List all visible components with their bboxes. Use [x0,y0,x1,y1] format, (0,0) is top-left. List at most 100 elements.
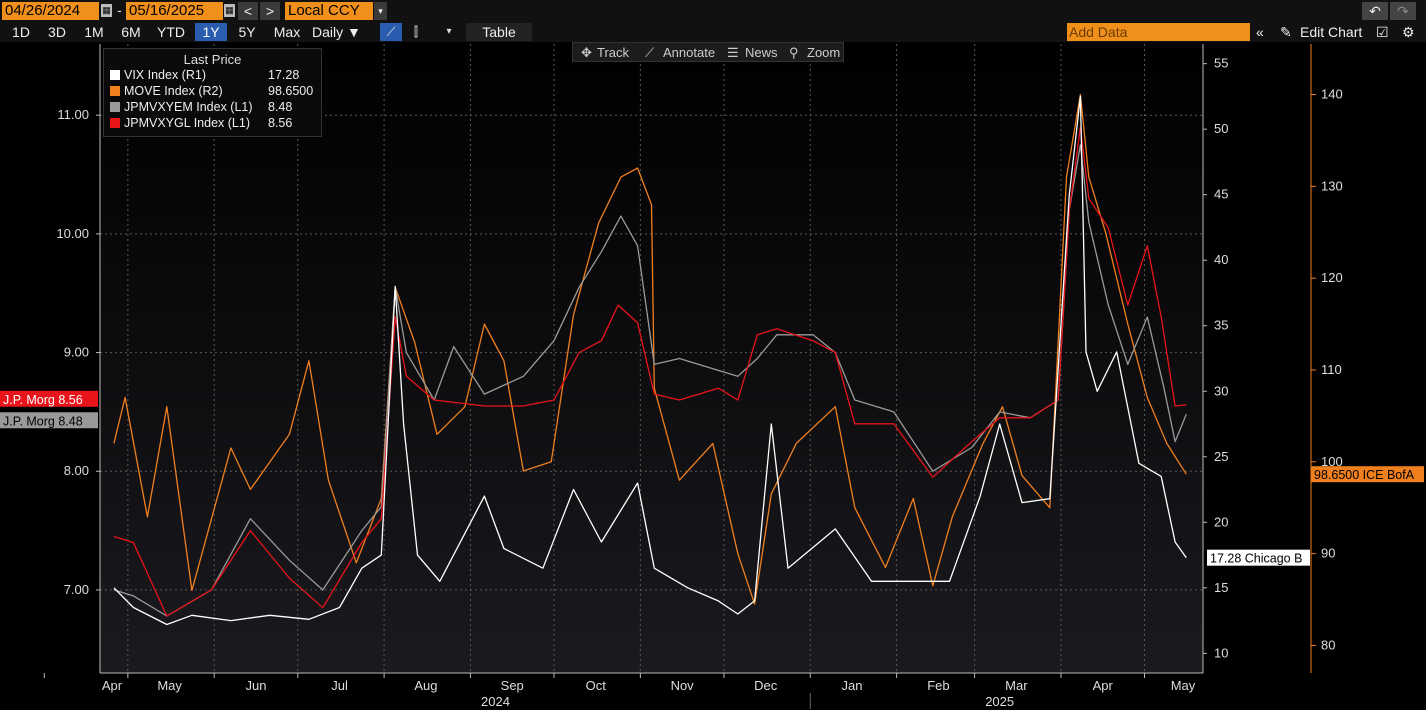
date-separator: - [117,2,122,18]
next-period-button[interactable]: > [260,2,280,20]
currency-select[interactable]: Local CCY [285,2,373,20]
left-tick-label: 10.00 [56,226,89,241]
add-data-input[interactable] [1067,23,1250,41]
x-tick-label: Dec [754,678,778,693]
period-ytd-button[interactable]: YTD [157,24,185,40]
start-date-field[interactable]: 04/26/2024 [2,2,99,20]
frequency-select[interactable]: Daily ▼ [312,24,361,40]
x-tick-label: Jan [842,678,863,693]
legend-item-name: MOVE Index (R2) [124,84,223,98]
redo-button[interactable]: ↷ [1390,2,1416,20]
x-tick-label: Sep [501,678,524,693]
right1-tick-label: 15 [1214,580,1228,595]
annotate-icon[interactable]: ⟋ [645,45,655,60]
x-tick-label: Jun [245,678,266,693]
chart-type-dropdown-icon[interactable]: ▾ [446,26,452,37]
zoom-icon[interactable]: ⚲ [789,45,799,60]
x-tick-label: Oct [586,678,607,693]
x-tick-label: May [1171,678,1196,693]
right2-tick-label: 130 [1321,178,1343,193]
end-date-field[interactable]: 05/16/2025 [126,2,223,20]
right1-tick-label: 50 [1214,121,1228,136]
legend-swatch [110,102,120,112]
table-button[interactable]: Table [466,23,532,41]
news-icon[interactable]: ☰ [727,45,739,60]
legend-item-vix[interactable]: VIX Index (R1) 17.28 [110,67,320,83]
legend-item-name: VIX Index (R1) [124,68,206,82]
undo-button[interactable]: ↶ [1362,2,1388,20]
legend-item-jpmvxyem[interactable]: JPMVXYEM Index (L1) 8.48 [110,99,320,115]
vix-value-tag-bg [1207,549,1310,566]
x-tick-label: Aug [414,678,437,693]
legend-item-name: JPMVXYGL Index (L1) [124,116,250,130]
start-calendar-icon[interactable]: ▦ [101,4,112,17]
chart-hover-toolbar: ✥ Track ⟋ Annotate ☰ News ⚲ Zoom [572,42,844,62]
track-icon[interactable]: ✥ [581,45,592,60]
legend-item-value: 8.56 [268,116,293,130]
right2-tick-label: 120 [1321,270,1343,285]
right2-tick-label: 90 [1321,546,1335,561]
settings-gear-icon[interactable]: ⚙ [1402,24,1415,40]
series-line-jpmvxygl-index [113,126,1187,617]
chart-legend[interactable]: Last Price VIX Index (R1) 17.28 MOVE Ind… [103,48,322,137]
x-year-label: 2024 [481,694,510,709]
series-line-jpmvxyem-index [113,144,1187,617]
legend-item-value: 8.48 [268,100,293,114]
period-1d-button[interactable]: 1D [12,24,30,40]
period-3d-button[interactable]: 3D [48,24,66,40]
collapse-icon[interactable]: « [1256,24,1264,40]
legend-swatch [110,70,120,80]
jpm-gl-value-tag-bg [0,390,98,407]
right1-tick-label: 30 [1214,383,1228,398]
x-tick-label: Nov [671,678,695,693]
news-button[interactable]: News [745,45,778,60]
legend-item-move[interactable]: MOVE Index (R2) 98.6500 [110,83,320,99]
edit-pencil-icon[interactable]: ✎ [1280,24,1292,40]
line-chart-icon[interactable]: ⟋ [380,23,402,41]
legend-swatch [110,86,120,96]
jpm-gl-value-tag: J.P. Morg 8.56 [3,393,83,407]
left-tick-label: 9.00 [64,345,89,360]
x-tick-label: May [157,678,182,693]
jpm-em-value-tag: J.P. Morg 8.48 [3,414,83,428]
vix-value-tag: 17.28 Chicago B [1210,552,1302,566]
right2-tick-label: 110 [1321,362,1342,377]
candle-chart-icon[interactable]: ⫿ [413,24,419,39]
prev-period-button[interactable]: < [238,2,258,20]
edit-chart-button[interactable]: Edit Chart [1300,24,1363,40]
legend-item-value: 17.28 [268,68,300,82]
track-button[interactable]: Track [597,45,630,60]
right2-tick-label: 80 [1321,637,1335,652]
left-tick-label: 7.00 [64,582,89,597]
zoom-button[interactable]: Zoom [807,45,841,60]
x-tick-label: Apr [102,678,123,693]
period-1m-button[interactable]: 1M [84,24,104,40]
right1-tick-label: 35 [1214,318,1228,333]
left-tick-label: 11.00 [57,107,89,122]
currency-dropdown-icon[interactable]: ▾ [374,2,387,20]
end-calendar-icon[interactable]: ▦ [224,4,235,17]
period-5y-button[interactable]: 5Y [238,24,256,40]
move-value-tag: 98.6500 ICE BofA [1314,468,1415,482]
annotate-button[interactable]: Annotate [663,45,716,60]
x-tick-label: Mar [1005,678,1028,693]
legend-item-jpmvxygl[interactable]: JPMVXYGL Index (L1) 8.56 [110,115,320,131]
period-6m-button[interactable]: 6M [121,24,141,40]
x-tick-label: Jul [331,678,348,693]
right1-tick-label: 10 [1214,645,1228,660]
legend-swatch [110,118,120,128]
x-year-label: 2025 [985,694,1014,709]
right1-tick-label: 25 [1214,449,1228,464]
right2-tick-label: 100 [1321,454,1343,469]
series-line-vix-index [113,95,1187,626]
legend-title: Last Price [183,52,242,67]
annotate-tool-icon[interactable]: ☑ [1376,24,1389,40]
period-max-button[interactable]: Max [273,24,301,40]
plot-area [100,44,1203,673]
right1-tick-label: 55 [1214,56,1228,71]
left-tick-label: 8.00 [64,463,89,478]
period-1y-button[interactable]: 1Y [195,23,227,41]
legend-item-name: JPMVXYEM Index (L1) [124,100,253,114]
x-tick-label: Feb [927,678,949,693]
